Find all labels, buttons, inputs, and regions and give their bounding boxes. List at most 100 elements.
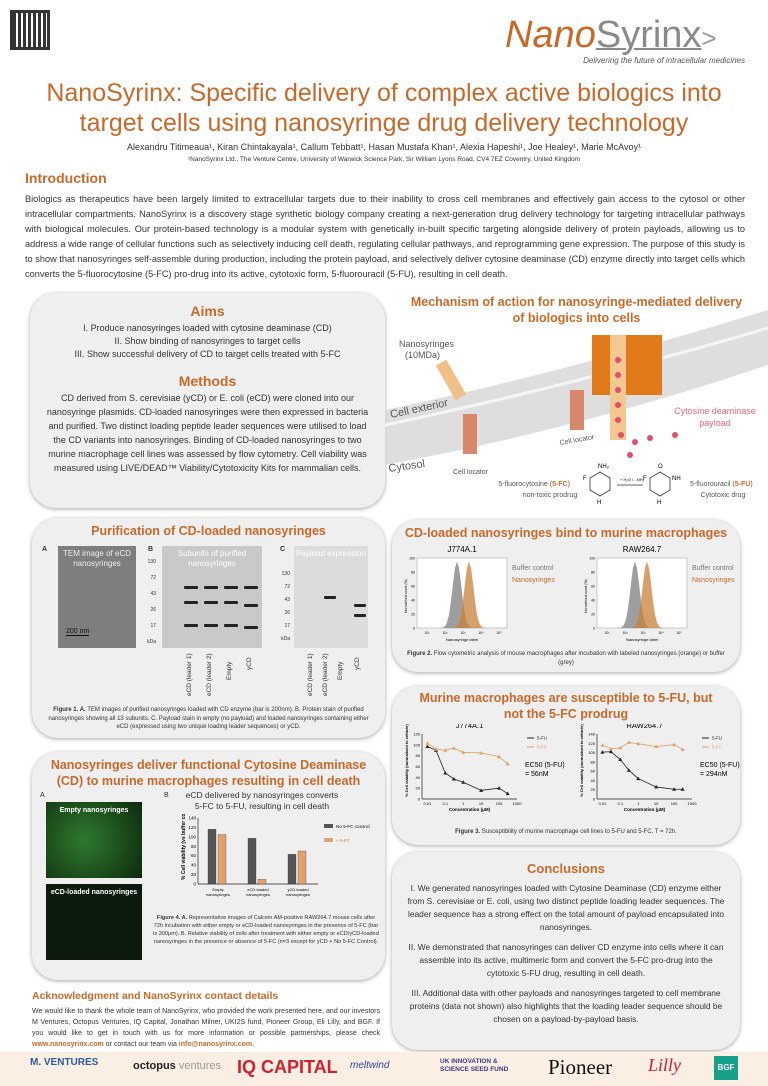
5fu-structure (649, 471, 671, 497)
figure1-caption: Figure 1. A. TEM images of purified nano… (48, 707, 369, 730)
legend-label: 5-FC (537, 745, 548, 750)
nh-label: NH (672, 476, 681, 482)
bar (257, 879, 267, 885)
aim-item: III. Show successful delivery of CD to t… (74, 349, 341, 359)
chart-title: RAW264.7 (627, 724, 663, 730)
microscopy-empty: Empty nanosyringes (46, 802, 142, 878)
img1-label: Empty nanosyringes (59, 807, 129, 814)
website-link[interactable]: www.nanosyrinx.com (32, 1041, 104, 1048)
flow-ytick: 100 (409, 557, 415, 561)
y-tick-label: 80 (416, 753, 421, 758)
mechanism-figure: Mechanism of action for nanosyringe-medi… (385, 290, 768, 512)
data-point (425, 744, 430, 748)
x-tick-label: 1 (462, 801, 465, 806)
f-label: F (643, 476, 647, 482)
intro-heading: Introduction (25, 170, 107, 186)
flow-xtick: 10³ (640, 631, 646, 635)
susceptibility-panel: Murine macrophages are susceptible to 5-… (392, 686, 740, 845)
x-tick-label: 100 (496, 801, 503, 806)
cytosol-label: Cytosol (388, 458, 426, 475)
cell-membrane (385, 310, 768, 465)
fig4b-title: eCD delivered by nanosyringes converts 5… (185, 790, 339, 811)
data-point (618, 745, 623, 750)
x-tick-label: 1000 (513, 801, 523, 806)
flow-histograms: J774A.1 0 20 40 60 80 100 10¹ 10² 10³ 10⁴ 10⁵ Nanosy… (404, 545, 735, 642)
legend-swatch (324, 824, 333, 828)
bar (247, 838, 257, 885)
category-label: nanosyringes (286, 892, 310, 897)
data-point (505, 791, 510, 796)
drug-sub: Cytotoxic drug (701, 492, 746, 499)
scale-bar: 200 nm (66, 628, 90, 636)
category-label: nanosyringes (246, 892, 270, 897)
conclusion-item: II. We demonstrated that nanosyringes ca… (408, 942, 724, 978)
buffer-histogram (617, 561, 653, 628)
legend-label: + 5-FC (336, 838, 351, 843)
data-point (672, 787, 677, 791)
lane-label: eCD (leader 1) (186, 653, 193, 696)
m-ventures-logo: M. VENTURES (30, 1057, 99, 1068)
lane-label: eCD (leader 1) (307, 653, 314, 696)
ec50-annotation: = 294nM (700, 771, 728, 778)
gel-b-label: Subunits of purified nanosyringes (177, 549, 247, 568)
legend-buffer: Buffer control (692, 565, 734, 572)
y-tick-label: 140 (588, 732, 595, 737)
data-point (680, 787, 685, 791)
y-tick-label: 40 (191, 863, 197, 868)
nanosyringes-size: (10MDa) (405, 350, 440, 360)
flow-xtick: 10⁴ (478, 631, 484, 635)
logo-nano: Nano (505, 14, 596, 56)
panel-c-label: C (280, 546, 286, 553)
x-tick-label: 100 (671, 801, 678, 806)
flow-xtick: 10¹ (604, 631, 610, 635)
series-line (602, 751, 683, 790)
aim-item: I. Produce nanosyringes loaded with cyto… (83, 323, 332, 333)
flow-ytick: 80 (411, 571, 415, 575)
ec50-annotation: EC50 (5-FU) (525, 762, 565, 769)
poster-title: NanoSyrinx: Specific delivery of complex… (46, 79, 722, 137)
email-link[interactable]: info@nanosyrinx.com (178, 1041, 253, 1048)
category-label: eCD-loaded (247, 887, 268, 892)
authors: Alexandru Titimeaua¹, Kiran Chintakayala… (127, 142, 641, 152)
flow-xtick: 10⁵ (496, 631, 502, 635)
data-point (479, 788, 484, 792)
cell-locator-label: Cell locator (559, 434, 595, 447)
figure2-caption: Figure 2. Flow cytometric analysis of mo… (407, 651, 725, 666)
kda-ticks-c: 130 72 43 26 17 kDa (281, 571, 290, 642)
binding-panel: CD-loaded nanosyringes bind to murine ma… (392, 520, 740, 672)
legend-label: 5-FU (537, 736, 547, 741)
payload-label: Cytosine deaminase (674, 406, 756, 416)
bgf-logo: BGF (714, 1056, 738, 1080)
y-tick-label: 100 (413, 742, 420, 747)
tem-image: TEM image of eCD nanosyringes 200 nm (58, 546, 136, 648)
bar (297, 850, 307, 885)
data-point (618, 757, 623, 762)
aims-methods-panel: Aims I. Produce nanosyringes loaded with… (30, 293, 385, 508)
data-point (600, 750, 605, 754)
ec50-annotation: = 56nM (525, 771, 549, 778)
bar (207, 829, 217, 885)
mechanism-heading: Mechanism of action for nanosyringe-medi… (410, 295, 743, 325)
sponsor-logos: M. VENTURES octopus ventures IQ CAPITAL … (0, 1052, 768, 1086)
legend-buffer: Buffer control (512, 565, 554, 572)
y-tick-label: 120 (413, 732, 420, 737)
flow-ytick: 20 (411, 613, 415, 617)
flow-xtick: 10² (622, 631, 628, 635)
y-tick-label: 120 (588, 741, 595, 746)
flow-xtick: 10² (442, 631, 448, 635)
y-tick-label: 0 (193, 882, 196, 887)
y-axis-label: % Cell viability (vs buffer control) (181, 814, 187, 880)
data-point (497, 754, 502, 759)
conclusions-panel: Conclusions I. We generated nanosyringes… (392, 852, 740, 1050)
data-point (461, 750, 466, 754)
y-tick-label: 20 (591, 787, 596, 792)
series-line (427, 746, 508, 794)
y-tick-label: 20 (416, 786, 421, 791)
x-tick-label: 1000 (688, 801, 698, 806)
data-point (451, 746, 456, 750)
flow-xtick: 10⁴ (658, 631, 664, 635)
conclusion-item: I. We generated nanosyringes loaded with… (407, 883, 725, 932)
gel-c-label: Payload expression (296, 549, 366, 558)
susceptibility-heading: Murine macrophages are susceptible to 5-… (419, 691, 713, 721)
reaction-label: + H₂O / - NH₃ (620, 477, 645, 482)
